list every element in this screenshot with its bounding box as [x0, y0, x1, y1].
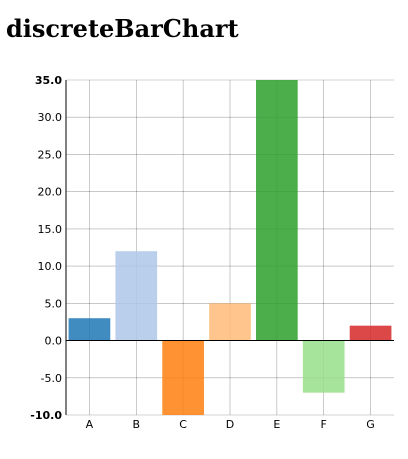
y-tick-label: 15.0 [38, 223, 63, 236]
y-tick-label: -5.0 [41, 372, 62, 385]
x-tick-label: A [86, 418, 94, 431]
x-tick-label: C [179, 418, 187, 431]
y-tick-label: 0.0 [45, 335, 63, 348]
x-tick-label: F [321, 418, 327, 431]
x-tick-label: D [226, 418, 234, 431]
y-tick-label: 20.0 [38, 186, 63, 199]
bar-b[interactable] [115, 251, 158, 341]
y-tick-label: 5.0 [45, 297, 63, 310]
bar-a[interactable] [68, 318, 111, 341]
y-tick-label: 25.0 [38, 148, 63, 161]
tick-labels: -10.0 -5.0 0.0 5.0 10.0 15.0 20.0 25.0 30.0 35.0 A… [30, 74, 375, 431]
bars [68, 80, 392, 415]
bar-e[interactable] [256, 80, 298, 341]
bar-g[interactable] [349, 325, 392, 341]
grid [66, 79, 394, 416]
y-tick-label: 10.0 [38, 260, 63, 273]
x-tick-label: G [366, 418, 375, 431]
page-title: discreteBarChart [6, 14, 239, 43]
bar-f[interactable] [302, 340, 345, 393]
x-tick-label: B [133, 418, 141, 431]
y-tick-label: 30.0 [38, 111, 63, 124]
y-tick-label: -10.0 [30, 409, 62, 422]
axes [65, 80, 394, 415]
bar-d[interactable] [209, 303, 251, 341]
x-tick-label: E [273, 418, 280, 431]
bar-c[interactable] [162, 340, 204, 415]
y-tick-label: 35.0 [35, 74, 62, 87]
